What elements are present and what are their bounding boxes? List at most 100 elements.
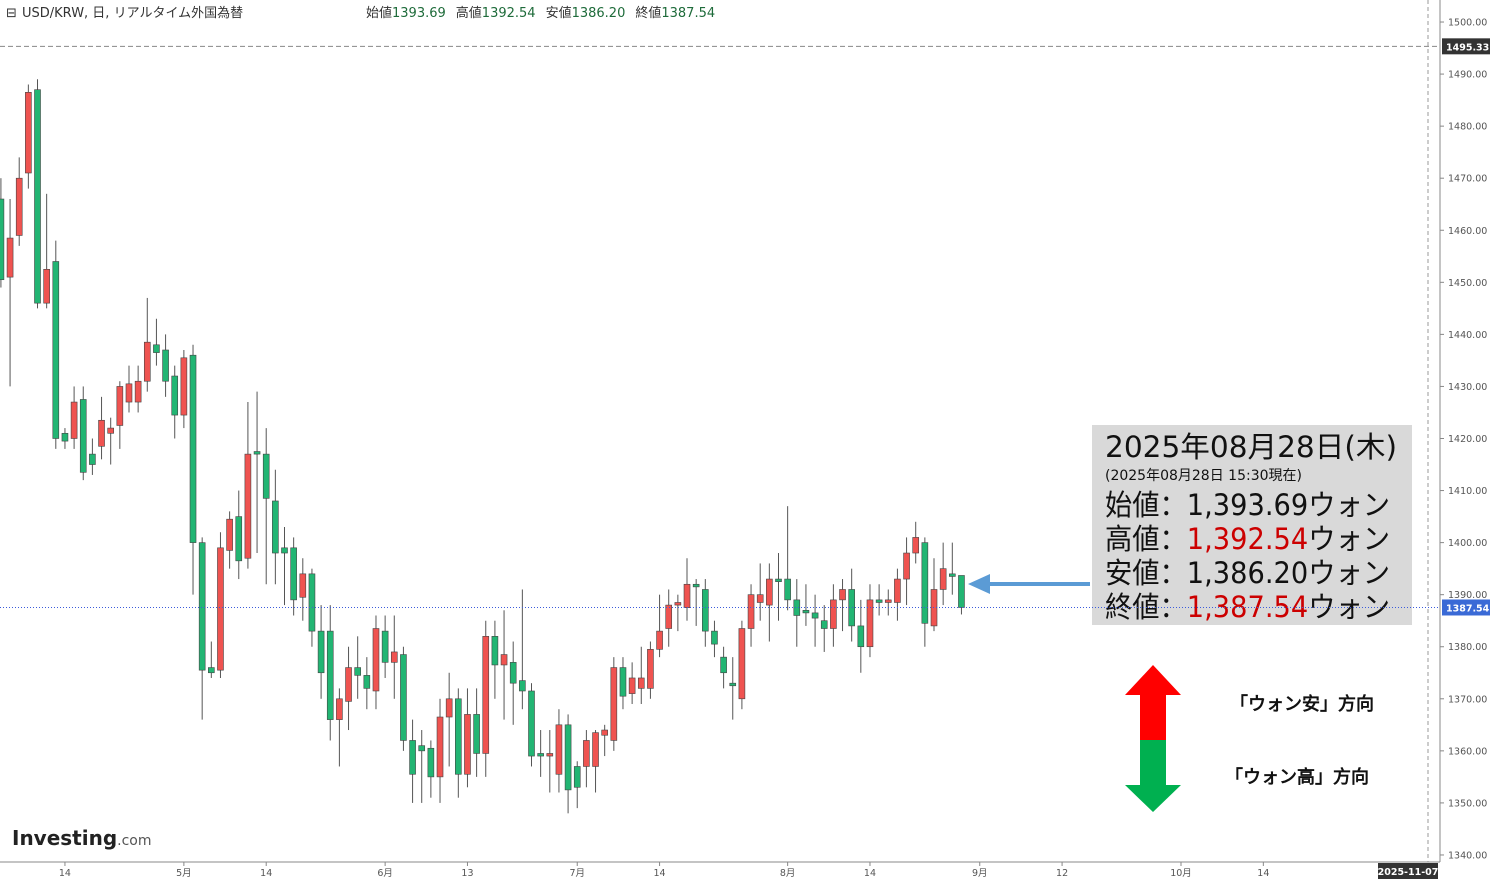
row-unit: ウォン <box>1308 556 1390 590</box>
candle-body <box>445 698 453 718</box>
reference-label: 1495.33 <box>1446 42 1489 53</box>
y-tick-label: 1370.00 <box>1448 694 1487 705</box>
x-tick-label: 14 <box>260 868 272 879</box>
brand-suffix: .com <box>117 833 151 849</box>
candle-body <box>125 383 133 403</box>
brand-name: Investing <box>12 826 117 850</box>
candle-body <box>930 589 938 627</box>
cursor-label: 2025-11-07 <box>1378 867 1439 878</box>
ohlc-value: 1393.69 <box>392 6 446 21</box>
candle-body <box>711 630 718 645</box>
candle-body <box>912 537 920 554</box>
candle-body <box>98 419 105 447</box>
annotation-subtitle: (2025年08月28日 15:30現在) <box>1105 468 1302 484</box>
candle-body <box>564 724 572 791</box>
y-tick-label: 1380.00 <box>1448 642 1487 653</box>
candle-body <box>290 547 297 601</box>
candle-body <box>939 568 947 590</box>
candle-body <box>784 578 791 601</box>
y-tick-label: 1470.00 <box>1448 174 1487 185</box>
candle-body <box>34 89 41 304</box>
x-tick-label: 6月 <box>377 868 393 879</box>
row-unit: ウォン <box>1308 488 1390 522</box>
x-tick-label: 14 <box>864 868 876 879</box>
candle-body <box>921 542 929 624</box>
y-tick-label: 1340.00 <box>1448 850 1487 861</box>
y-tick-label: 1410.00 <box>1448 486 1487 497</box>
candle-body <box>171 375 179 416</box>
symbol: USD/KRW, 日, リアルタイム外国為替 <box>22 5 243 21</box>
y-tick-label: 1400.00 <box>1448 538 1487 549</box>
x-tick-label: 14 <box>59 868 71 879</box>
candle-body <box>52 261 60 439</box>
candle-body <box>738 628 746 700</box>
candle-body <box>79 399 87 473</box>
candle-body <box>345 667 352 702</box>
row-value: 1,393.69 <box>1187 488 1308 522</box>
ohlc-value: 1386.20 <box>572 6 626 21</box>
y-tick-label: 1390.00 <box>1448 590 1487 601</box>
candle-body <box>500 654 508 666</box>
candle-body <box>820 620 828 629</box>
down-label: 「ウォン高」方向 <box>1225 766 1369 788</box>
candle-body <box>153 344 160 353</box>
candle-body <box>235 516 243 562</box>
x-tick-label: 14 <box>1257 868 1269 879</box>
candle-body <box>637 677 645 689</box>
up-label: 「ウォン安」方向 <box>1230 693 1374 715</box>
candle-body <box>390 651 398 663</box>
candle-body <box>180 357 188 416</box>
ohlc-legend: 始値1393.69 高値1392.54 安値1386.20 終値1387.54 <box>366 5 715 21</box>
candle-body <box>583 740 590 767</box>
y-tick-label: 1420.00 <box>1448 434 1487 445</box>
candle-body <box>610 667 618 741</box>
candle-body <box>198 542 206 671</box>
candle-body <box>519 680 526 692</box>
x-tick-label: 13 <box>461 868 473 879</box>
candle-body <box>308 573 316 632</box>
candle-body <box>464 714 471 775</box>
candle-body <box>775 578 782 582</box>
y-tick-label: 1500.00 <box>1448 18 1487 29</box>
candle-body <box>546 753 554 757</box>
x-tick-label: 14 <box>654 868 666 879</box>
candle-body <box>537 753 544 757</box>
row-label: 高値： <box>1105 522 1187 556</box>
candle-body <box>756 594 764 603</box>
x-tick-label: 8月 <box>780 868 796 879</box>
row-label: 始値： <box>1105 488 1187 522</box>
candle-body <box>628 677 636 694</box>
x-tick-label: 5月 <box>176 868 192 879</box>
annotation-row: 始値：1,393.69ウォン <box>1105 488 1390 522</box>
ohlc-value: 1387.54 <box>661 6 715 21</box>
candle-body <box>189 354 197 543</box>
candle-body <box>720 656 727 674</box>
candle-body <box>6 237 14 278</box>
ohlc-label: 安値 <box>546 5 572 21</box>
annotation-row: 安値：1,386.20ウォン <box>1105 556 1390 590</box>
candle-body <box>372 628 380 692</box>
candle-body <box>61 432 69 442</box>
row-label: 安値： <box>1105 556 1187 590</box>
up-arrow <box>1125 665 1181 740</box>
candle-body <box>400 654 407 741</box>
candle-body <box>107 427 114 434</box>
candle-body <box>0 198 5 281</box>
y-tick-label: 1450.00 <box>1448 278 1487 289</box>
candle-body <box>875 599 883 603</box>
plot <box>0 79 965 814</box>
candle-body <box>436 716 444 778</box>
reference-label-box <box>1442 38 1490 55</box>
candle-body <box>326 630 334 720</box>
last-price-box <box>1442 599 1490 616</box>
candle-body <box>317 630 325 674</box>
candle-body <box>134 380 142 403</box>
collapse-icon[interactable]: ⊟ <box>6 6 17 21</box>
row-value: 1,386.20 <box>1187 556 1308 590</box>
ohlc-label: 高値 <box>456 5 482 21</box>
candle-body <box>766 578 773 606</box>
candle-body <box>747 594 755 629</box>
y-tick-label: 1440.00 <box>1448 330 1487 341</box>
y-tick-label: 1480.00 <box>1448 122 1487 133</box>
candle-body <box>619 667 627 697</box>
